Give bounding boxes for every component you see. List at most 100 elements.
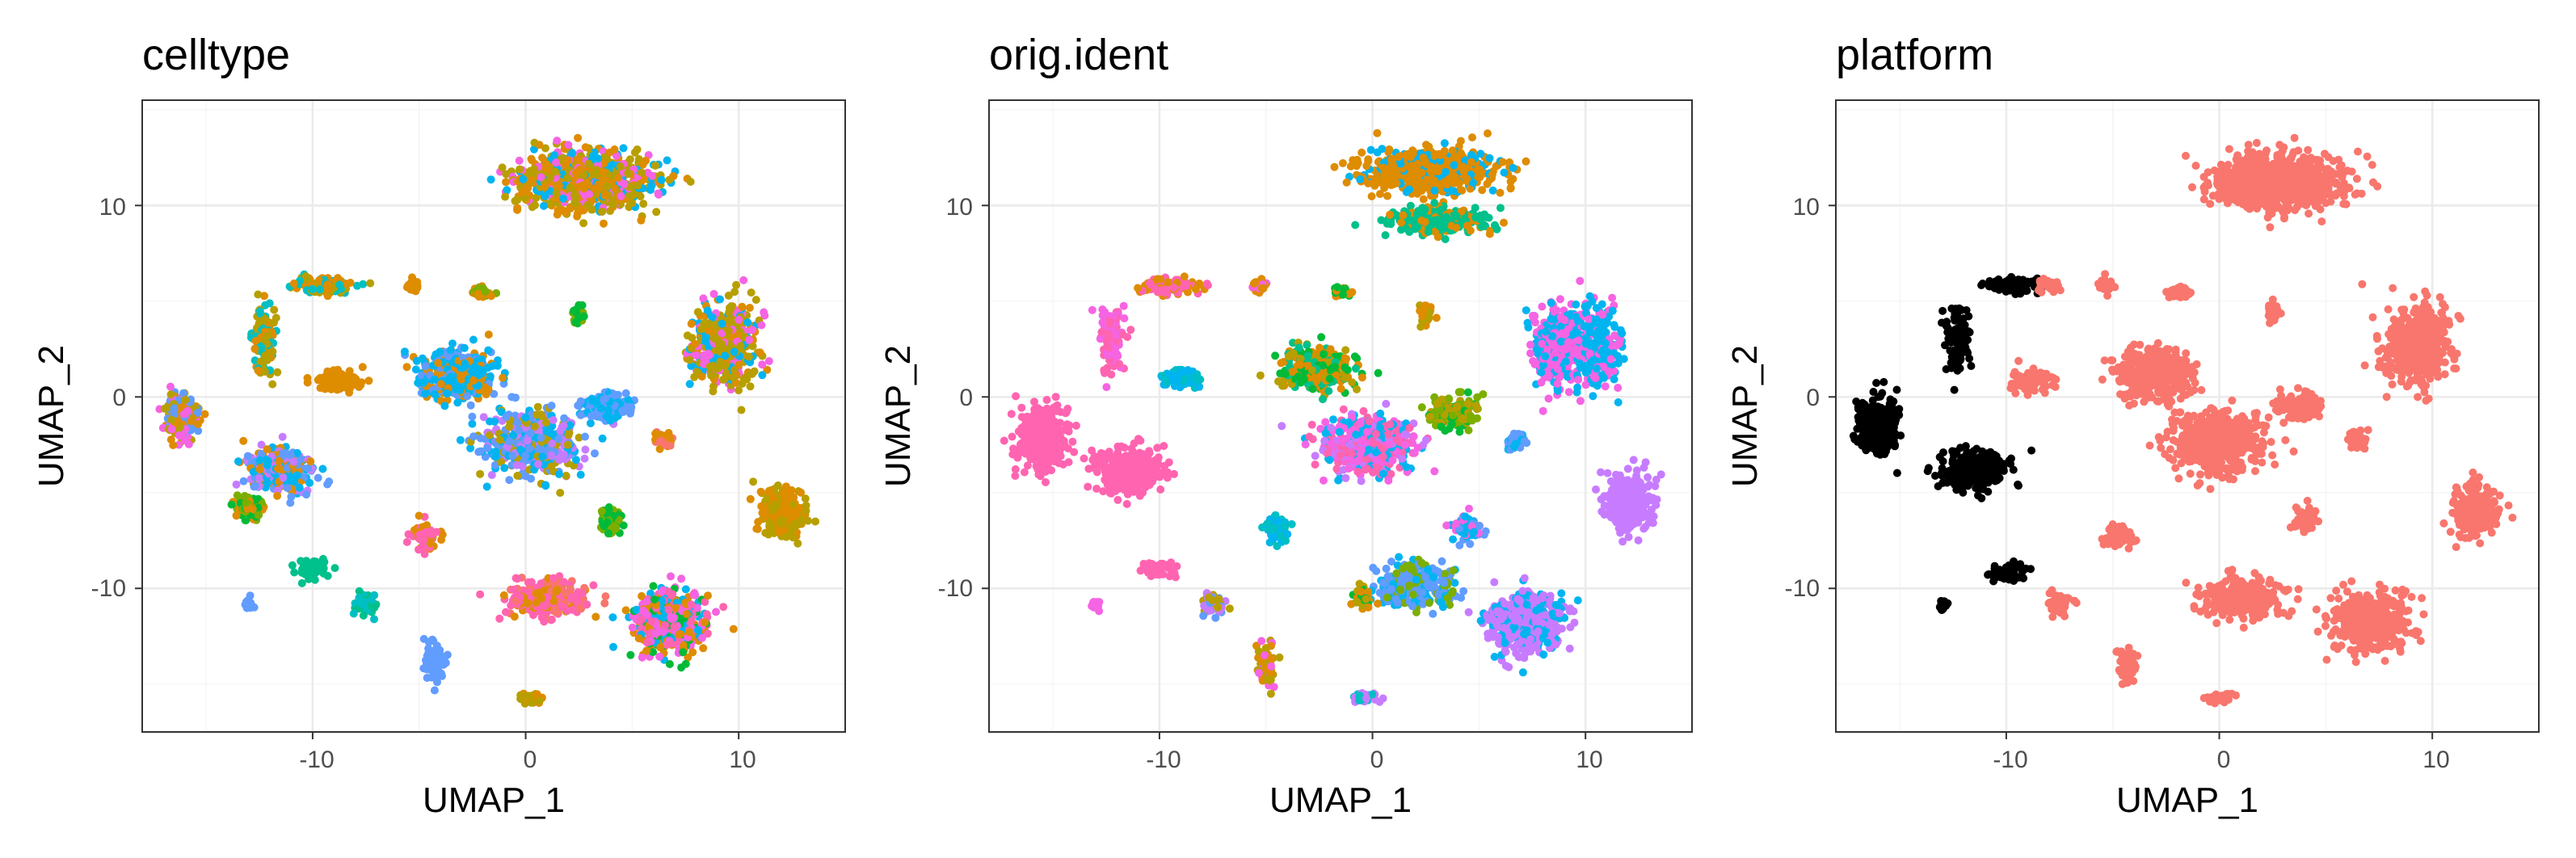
- scatter-point: [575, 166, 584, 174]
- scatter-point: [486, 175, 495, 184]
- scatter-point: [527, 578, 536, 587]
- scatter-point: [679, 648, 688, 657]
- scatter-point: [297, 557, 305, 566]
- scatter-point: [568, 605, 577, 614]
- scatter-point: [549, 416, 558, 424]
- scatter-point: [749, 477, 758, 486]
- scatter-point: [476, 434, 485, 443]
- scatter-point: [255, 511, 263, 519]
- scatter-point: [620, 179, 629, 188]
- scatter-point: [608, 613, 617, 622]
- scatter-point: [274, 465, 282, 473]
- scatter-point: [419, 378, 428, 387]
- scatter-point: [568, 149, 577, 158]
- scatter-point: [690, 372, 699, 381]
- scatter-point: [233, 491, 242, 500]
- scatter-point: [532, 193, 541, 202]
- scatter-point: [306, 457, 315, 466]
- scatter-point: [669, 172, 678, 180]
- scatter-point: [359, 280, 368, 288]
- scatter-point: [667, 639, 676, 648]
- scatter-point: [651, 629, 660, 638]
- scatter-point: [410, 280, 419, 288]
- scatter-point: [758, 371, 767, 380]
- scatter-point: [718, 319, 726, 328]
- scatter-point: [443, 650, 452, 659]
- scatter-point: [502, 608, 510, 616]
- scatter-point: [745, 304, 754, 312]
- scatter-point: [542, 427, 551, 435]
- scatter-point: [566, 204, 575, 212]
- scatter-point: [537, 594, 546, 603]
- scatter-point: [664, 428, 673, 437]
- scatter-point: [481, 287, 490, 296]
- scatter-point: [254, 366, 263, 375]
- scatter-point: [651, 162, 660, 170]
- scatter-point: [628, 199, 637, 208]
- scatter-point: [491, 448, 500, 456]
- scatter-point: [175, 431, 183, 440]
- scatter-point: [621, 606, 630, 615]
- scatter-point: [530, 423, 539, 431]
- scatter-point: [523, 599, 532, 608]
- scatter-point: [552, 587, 561, 596]
- scatter-point: [430, 686, 439, 695]
- scatter-point: [659, 613, 667, 622]
- scatter-point: [609, 642, 617, 651]
- scatter-point: [704, 591, 712, 600]
- scatter-point: [648, 171, 657, 180]
- scatter-point: [535, 696, 544, 705]
- scatter-point: [768, 502, 777, 511]
- scatter-point: [490, 417, 499, 426]
- scatter-point: [724, 326, 733, 335]
- scatter-point: [591, 612, 600, 621]
- scatter-point: [246, 591, 255, 600]
- scatter-point: [598, 208, 607, 216]
- scatter-point: [656, 643, 665, 652]
- scatter-point: [558, 603, 567, 612]
- scatter-point: [507, 601, 516, 610]
- scatter-point: [685, 628, 694, 637]
- scatter-point: [758, 360, 767, 369]
- scatter-point: [540, 201, 548, 210]
- scatter-point: [342, 379, 350, 388]
- scatter-point: [675, 630, 684, 639]
- scatter-point: [586, 418, 595, 427]
- scatter-point: [518, 187, 527, 196]
- scatter-point: [268, 347, 277, 356]
- scatter-point: [657, 175, 666, 184]
- scatter-point: [495, 614, 504, 623]
- scatter-point: [781, 509, 789, 518]
- scatter-point: [314, 473, 322, 482]
- scatter-point: [232, 511, 241, 520]
- scatter-point: [610, 145, 619, 154]
- scatter-point: [519, 175, 528, 183]
- scatter-point: [793, 539, 802, 548]
- scatter-point: [643, 597, 651, 605]
- scatter-point: [319, 569, 328, 578]
- scatter-point: [513, 471, 522, 480]
- scatter-point: [166, 390, 175, 399]
- scatter-point: [553, 137, 562, 145]
- scatter-point: [574, 588, 583, 596]
- scatter-point: [756, 487, 765, 496]
- scatter-point: [421, 528, 430, 537]
- scatter-point: [564, 141, 573, 149]
- scatter-point: [725, 308, 734, 317]
- scatter-point: [701, 618, 709, 627]
- scatter-point: [166, 382, 175, 391]
- scatter-point: [167, 415, 176, 424]
- scatter-point: [418, 354, 427, 363]
- scatter-point: [632, 605, 641, 614]
- scatter-point: [600, 599, 609, 608]
- scatter-point: [709, 289, 718, 298]
- scatter-point: [511, 196, 520, 205]
- scatter-point: [549, 574, 558, 583]
- scatter-point: [606, 416, 615, 425]
- scatter-point: [469, 432, 478, 441]
- scatter-point: [463, 392, 472, 401]
- y-tick-label: -10: [91, 575, 126, 602]
- scatter-point: [773, 481, 782, 490]
- scatter-point: [432, 641, 441, 650]
- scatter-point: [787, 486, 796, 494]
